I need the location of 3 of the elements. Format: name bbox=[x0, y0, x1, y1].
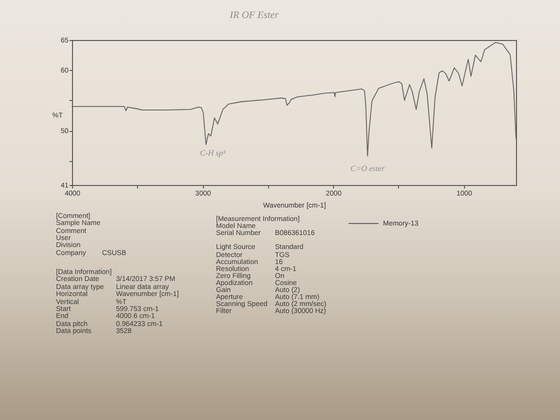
chart-title: IR OF Ester bbox=[228, 10, 279, 21]
annotation: C=O ester bbox=[350, 164, 386, 173]
annotation: C-H sp³ bbox=[200, 148, 226, 158]
